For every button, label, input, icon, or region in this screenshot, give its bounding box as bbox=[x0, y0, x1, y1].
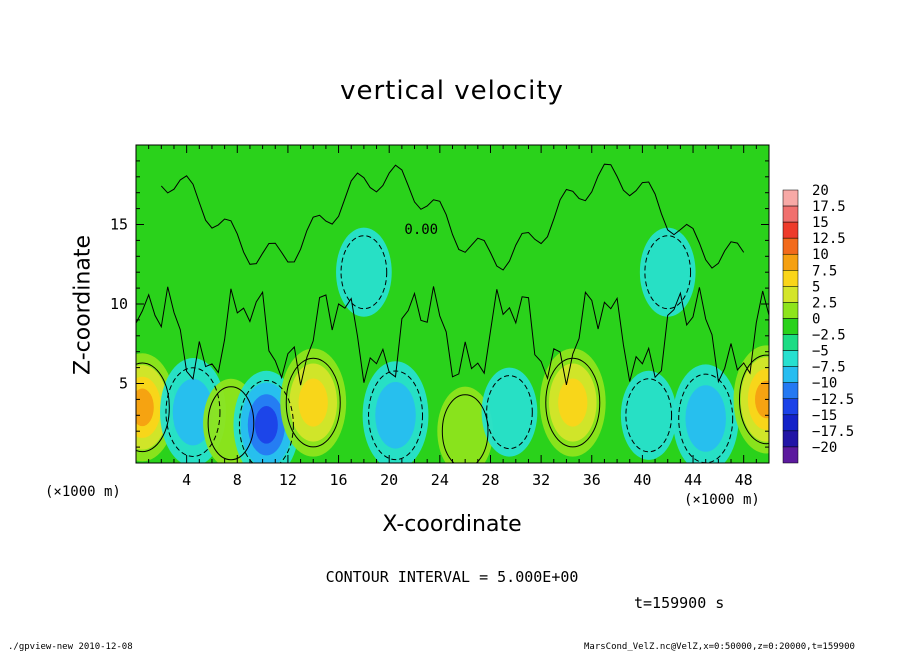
colorbar-swatch-13 bbox=[782, 398, 799, 416]
colorbar: 2017.51512.5107.552.50−2.5−5−7.5−10−12.5… bbox=[782, 183, 854, 464]
colorbar-swatch-0 bbox=[782, 189, 799, 207]
y-axis-unit: (×1000 m) bbox=[684, 492, 760, 508]
updraft-cell-6 bbox=[437, 386, 494, 463]
updraft-cell-4 bbox=[298, 378, 328, 427]
x-tick-label-32: 32 bbox=[532, 471, 550, 489]
y-tick-label-15: 15 bbox=[110, 216, 128, 234]
colorbar-swatch-1 bbox=[782, 205, 799, 223]
x-tick-label-8: 8 bbox=[233, 471, 242, 489]
contour-11 bbox=[738, 354, 769, 445]
x-tick-label-20: 20 bbox=[380, 471, 398, 489]
colorbar-label-12: −10 bbox=[812, 376, 837, 392]
x-tick-label-4: 4 bbox=[182, 471, 191, 489]
downdraft-cell-7 bbox=[481, 367, 538, 457]
contour-9 bbox=[625, 378, 673, 453]
contour-interval-text: CONTOUR INTERVAL = 5.000E+00 bbox=[325, 568, 579, 586]
colorbar-swatch-2 bbox=[782, 221, 799, 239]
contour-7 bbox=[486, 375, 533, 450]
x-tick-label-12: 12 bbox=[279, 471, 297, 489]
contour-5 bbox=[368, 370, 424, 461]
time-stamp: t=159900 s bbox=[634, 594, 725, 612]
x-tick-label-36: 36 bbox=[583, 471, 601, 489]
contour-4 bbox=[285, 357, 341, 448]
upper-contour bbox=[160, 163, 745, 271]
colorbar-swatch-4 bbox=[782, 253, 799, 271]
colorbar-swatch-5 bbox=[782, 270, 799, 287]
x-tick-label-44: 44 bbox=[684, 471, 702, 489]
downdraft-cell-10 bbox=[685, 385, 726, 452]
colorbar-label-4: 10 bbox=[812, 247, 829, 263]
x-axis-unit: (×1000 m) bbox=[45, 484, 121, 500]
colorbar-swatch-6 bbox=[782, 286, 799, 303]
updraft-cell-0 bbox=[136, 388, 154, 427]
colorbar-label-3: 12.5 bbox=[812, 231, 846, 247]
contour-lines: 0.00 bbox=[136, 163, 769, 463]
x-tick-label-40: 40 bbox=[633, 471, 651, 489]
contour-2 bbox=[207, 386, 255, 461]
updraft-cell-11 bbox=[755, 380, 769, 419]
chart-title: vertical velocity bbox=[340, 76, 564, 106]
colorbar-swatch-14 bbox=[782, 414, 799, 432]
x-tick-label-28: 28 bbox=[481, 471, 499, 489]
colorbar-label-11: −7.5 bbox=[812, 360, 846, 376]
colorbar-label-1: 17.5 bbox=[812, 199, 846, 215]
contour-0 bbox=[136, 362, 170, 453]
colorbar-label-13: −12.5 bbox=[812, 392, 854, 408]
downdraft-cell-1 bbox=[172, 378, 214, 446]
contour-13 bbox=[644, 235, 692, 310]
contour-label: 0.00 bbox=[404, 222, 438, 238]
x-axis-label: X-coordinate bbox=[382, 512, 522, 537]
colorbar-label-15: −17.5 bbox=[812, 424, 854, 440]
colorbar-label-5: 7.5 bbox=[812, 263, 837, 279]
colorbar-swatch-10 bbox=[782, 350, 799, 367]
zero-contour bbox=[136, 286, 769, 386]
colorbar-label-8: 0 bbox=[812, 311, 820, 327]
footer-program: ./gpview-new 2010-12-08 bbox=[8, 642, 133, 652]
colorbar-swatch-12 bbox=[782, 382, 799, 400]
colorbar-label-9: −2.5 bbox=[812, 328, 846, 344]
colorbar-swatch-3 bbox=[782, 237, 799, 255]
colorbar-swatch-8 bbox=[782, 318, 799, 335]
x-tick-label-24: 24 bbox=[431, 471, 449, 489]
updraft-cell-8 bbox=[558, 378, 588, 427]
colorbar-label-16: −20 bbox=[812, 440, 837, 456]
downdraft-cell-12 bbox=[336, 227, 392, 317]
colorbar-label-6: 5 bbox=[812, 279, 820, 295]
contour-12 bbox=[340, 235, 388, 310]
x-tick-label-48: 48 bbox=[735, 471, 753, 489]
colorbar-swatch-11 bbox=[782, 366, 799, 383]
colorbar-swatch-15 bbox=[782, 430, 799, 448]
contour-6 bbox=[441, 394, 489, 463]
contour-8 bbox=[545, 357, 601, 448]
x-tick-label-16: 16 bbox=[330, 471, 348, 489]
colorbar-swatch-7 bbox=[782, 302, 799, 319]
contour-3 bbox=[238, 380, 294, 463]
downdraft-cell-5 bbox=[375, 382, 416, 449]
footer-source: MarsCond_VelZ.nc@VelZ,x=0:50000,z=0:2000… bbox=[584, 642, 855, 652]
colorbar-label-7: 2.5 bbox=[812, 295, 837, 311]
colorbar-label-0: 20 bbox=[812, 183, 829, 199]
colorbar-label-10: −5 bbox=[812, 344, 829, 360]
colorbar-swatch-16 bbox=[782, 446, 799, 464]
y-tick-label-10: 10 bbox=[110, 295, 128, 313]
y-tick-label-5: 5 bbox=[119, 375, 128, 393]
downdraft-cell-13 bbox=[639, 227, 696, 317]
colorbar-label-14: −15 bbox=[812, 408, 837, 424]
colorbar-swatch-9 bbox=[782, 334, 799, 351]
downdraft-cell-9 bbox=[620, 370, 677, 460]
downdraft-cell-3 bbox=[254, 406, 278, 444]
colorbar-label-2: 15 bbox=[812, 215, 829, 231]
heatmap-field bbox=[136, 145, 769, 463]
contour-1 bbox=[165, 367, 221, 457]
y-axis-label: Z-coordinate bbox=[70, 235, 96, 375]
